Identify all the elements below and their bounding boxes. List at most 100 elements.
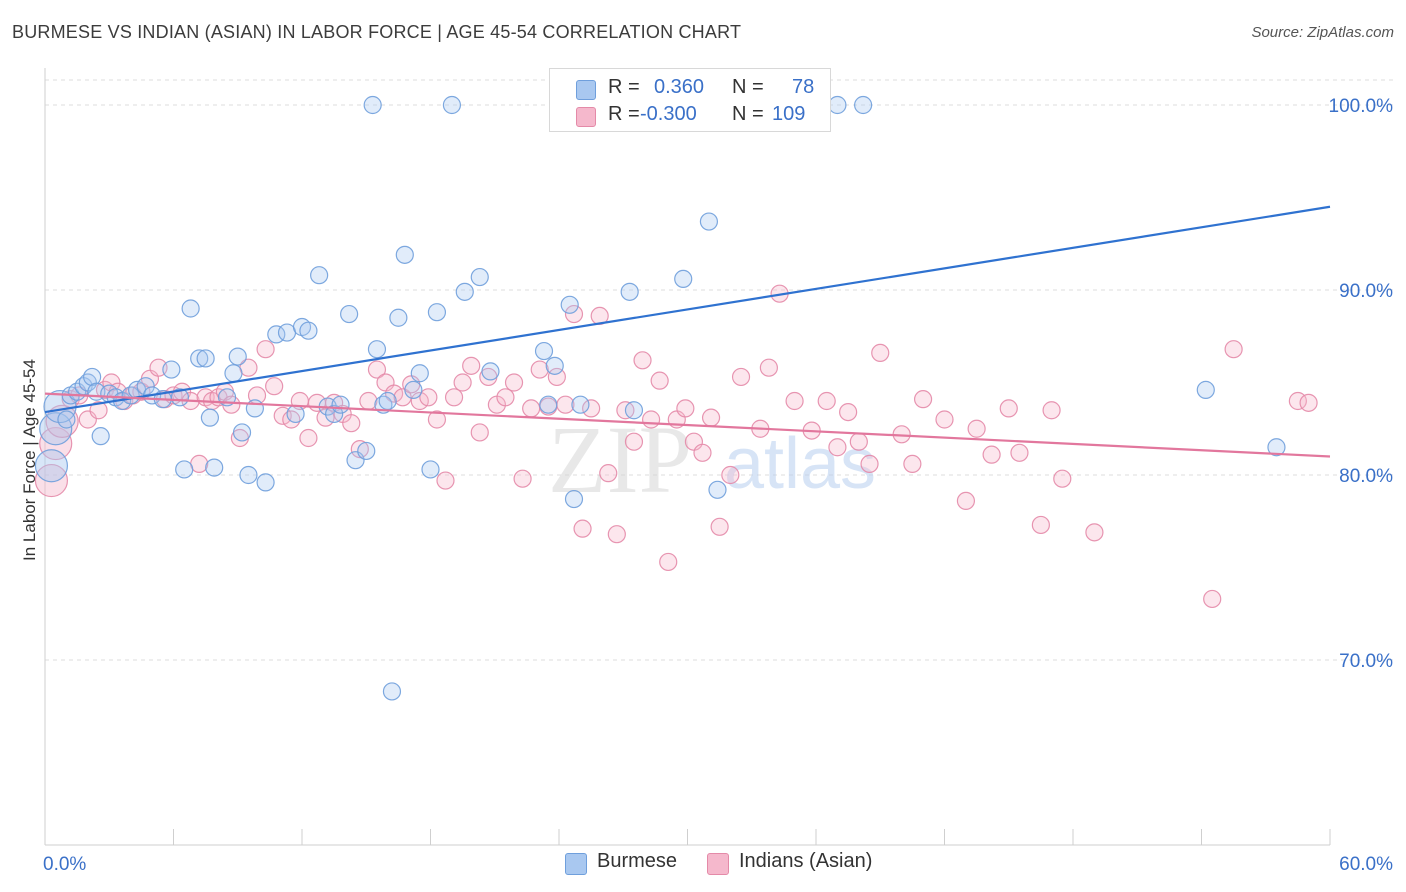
y-tick-label-70: 70.0%: [1339, 651, 1393, 672]
burmese-point-69: [624, 401, 644, 420]
indian-point-6: [89, 401, 108, 420]
burmese-point-39: [310, 266, 329, 285]
indian-point-47: [419, 388, 438, 407]
burmese-point-3: [57, 410, 76, 429]
legend-row-burmese: R = 0.360 N = 78: [550, 76, 830, 102]
burmese-point-0: [34, 449, 69, 483]
x-tick-label-max: 60.0%: [1339, 854, 1393, 875]
indian-point-74: [650, 371, 669, 390]
y-tick-label-100: 100.0%: [1329, 96, 1394, 117]
burmese-point-32: [245, 399, 264, 418]
indian-point-71: [624, 432, 644, 451]
burmese-r-value: 0.360: [654, 76, 705, 98]
burmese-point-71: [674, 269, 693, 288]
burmese-point-53: [404, 380, 423, 399]
indian-point-75: [659, 552, 678, 572]
indian-point-80: [701, 408, 721, 427]
burmese-point-25: [200, 408, 220, 427]
indian-point-82: [721, 465, 740, 485]
indian-point-1: [39, 426, 73, 461]
burmese-point-75: [854, 95, 873, 115]
indian-point-79: [693, 443, 712, 462]
indian-point-83: [731, 367, 751, 387]
burmese-point-51: [389, 308, 408, 327]
indian-point-111: [1299, 393, 1318, 412]
burmese-point-43: [340, 304, 359, 324]
burmese-point-50: [382, 682, 402, 701]
burmese-point-76: [1196, 380, 1215, 399]
burmese-point-66: [571, 395, 590, 414]
burmese-point-52: [395, 245, 414, 264]
burmese-point-49: [378, 391, 397, 411]
burmese-point-36: [286, 404, 305, 424]
burmese-point-31: [239, 465, 258, 485]
indian-point-109: [1224, 340, 1243, 359]
indian-point-51: [453, 373, 472, 392]
indian-point-56: [496, 388, 515, 407]
indian-point-38: [342, 414, 361, 433]
burmese-point-45: [357, 441, 376, 461]
burmese-point-42: [331, 395, 350, 414]
indian-point-66: [582, 399, 601, 418]
legend-label-burmese: Burmese: [597, 850, 678, 872]
burmese-point-59: [470, 267, 489, 287]
burmese-point-16: [136, 377, 155, 396]
indian-point-33: [299, 428, 318, 448]
indian-trendline: [44, 392, 1331, 458]
burmese-point-47: [367, 340, 387, 359]
indian-point-50: [444, 388, 464, 407]
burmese-point-19: [162, 360, 181, 379]
indian-point-41: [367, 360, 387, 379]
burmese-point-57: [442, 95, 462, 115]
indian-point-48: [427, 410, 447, 429]
indian-point-72: [633, 351, 652, 370]
burmese-point-56: [427, 303, 447, 322]
indian-point-53: [470, 423, 489, 442]
indian-point-57: [504, 373, 524, 392]
x-tick-label-min: 0.0%: [43, 854, 86, 875]
indian-point-96: [903, 454, 922, 473]
burmese-point-61: [534, 341, 554, 361]
indian-point-87: [785, 391, 804, 411]
legend-swatch-indian: [707, 853, 729, 875]
indian-point-89: [817, 391, 836, 411]
burmese-point-63: [545, 356, 564, 375]
burmese-point-23: [190, 349, 209, 368]
indian-point-90: [828, 438, 847, 457]
burmese-n-value: 78: [792, 76, 815, 98]
indian-point-62: [547, 367, 566, 387]
burmese-point-33: [256, 473, 275, 492]
indian-swatch: [576, 107, 596, 127]
burmese-point-55: [421, 460, 440, 479]
correlation-legend: R = 0.360 N = 78 R = -0.300 N = 109: [549, 68, 831, 132]
burmese-point-21: [175, 460, 194, 479]
burmese-point-58: [455, 282, 474, 301]
y-axis-label: In Labor Force | Age 45-54: [20, 359, 39, 561]
indian-point-60: [530, 360, 549, 379]
burmese-point-65: [564, 489, 584, 509]
source-note: Source: ZipAtlas.com: [1251, 24, 1394, 41]
tick-labels: 70.0% 80.0% 90.0% 100.0% 0.0% 60.0%: [43, 96, 1393, 875]
burmese-point-28: [224, 364, 243, 383]
axes: [44, 68, 1331, 846]
indian-point-58: [513, 469, 532, 488]
burmese-point-24: [196, 349, 215, 368]
burmese-point-30: [232, 423, 252, 442]
burmese-point-60: [481, 362, 500, 381]
indian-point-39: [350, 440, 369, 459]
watermark-atlas: atlas: [724, 424, 876, 504]
burmese-n-label: N =: [732, 76, 764, 98]
burmese-point-26: [205, 458, 224, 477]
burmese-points: [34, 95, 1286, 701]
indian-point-100: [967, 419, 986, 438]
indian-point-107: [1085, 523, 1104, 542]
burmese-point-68: [620, 282, 639, 301]
indian-point-97: [913, 390, 933, 409]
indian-point-99: [956, 491, 976, 510]
indian-point-81: [710, 517, 729, 536]
burmese-point-20: [170, 388, 190, 407]
burmese-point-54: [410, 364, 429, 383]
legend-label-indian: Indians (Asian): [739, 850, 873, 872]
indian-point-44: [393, 388, 412, 407]
